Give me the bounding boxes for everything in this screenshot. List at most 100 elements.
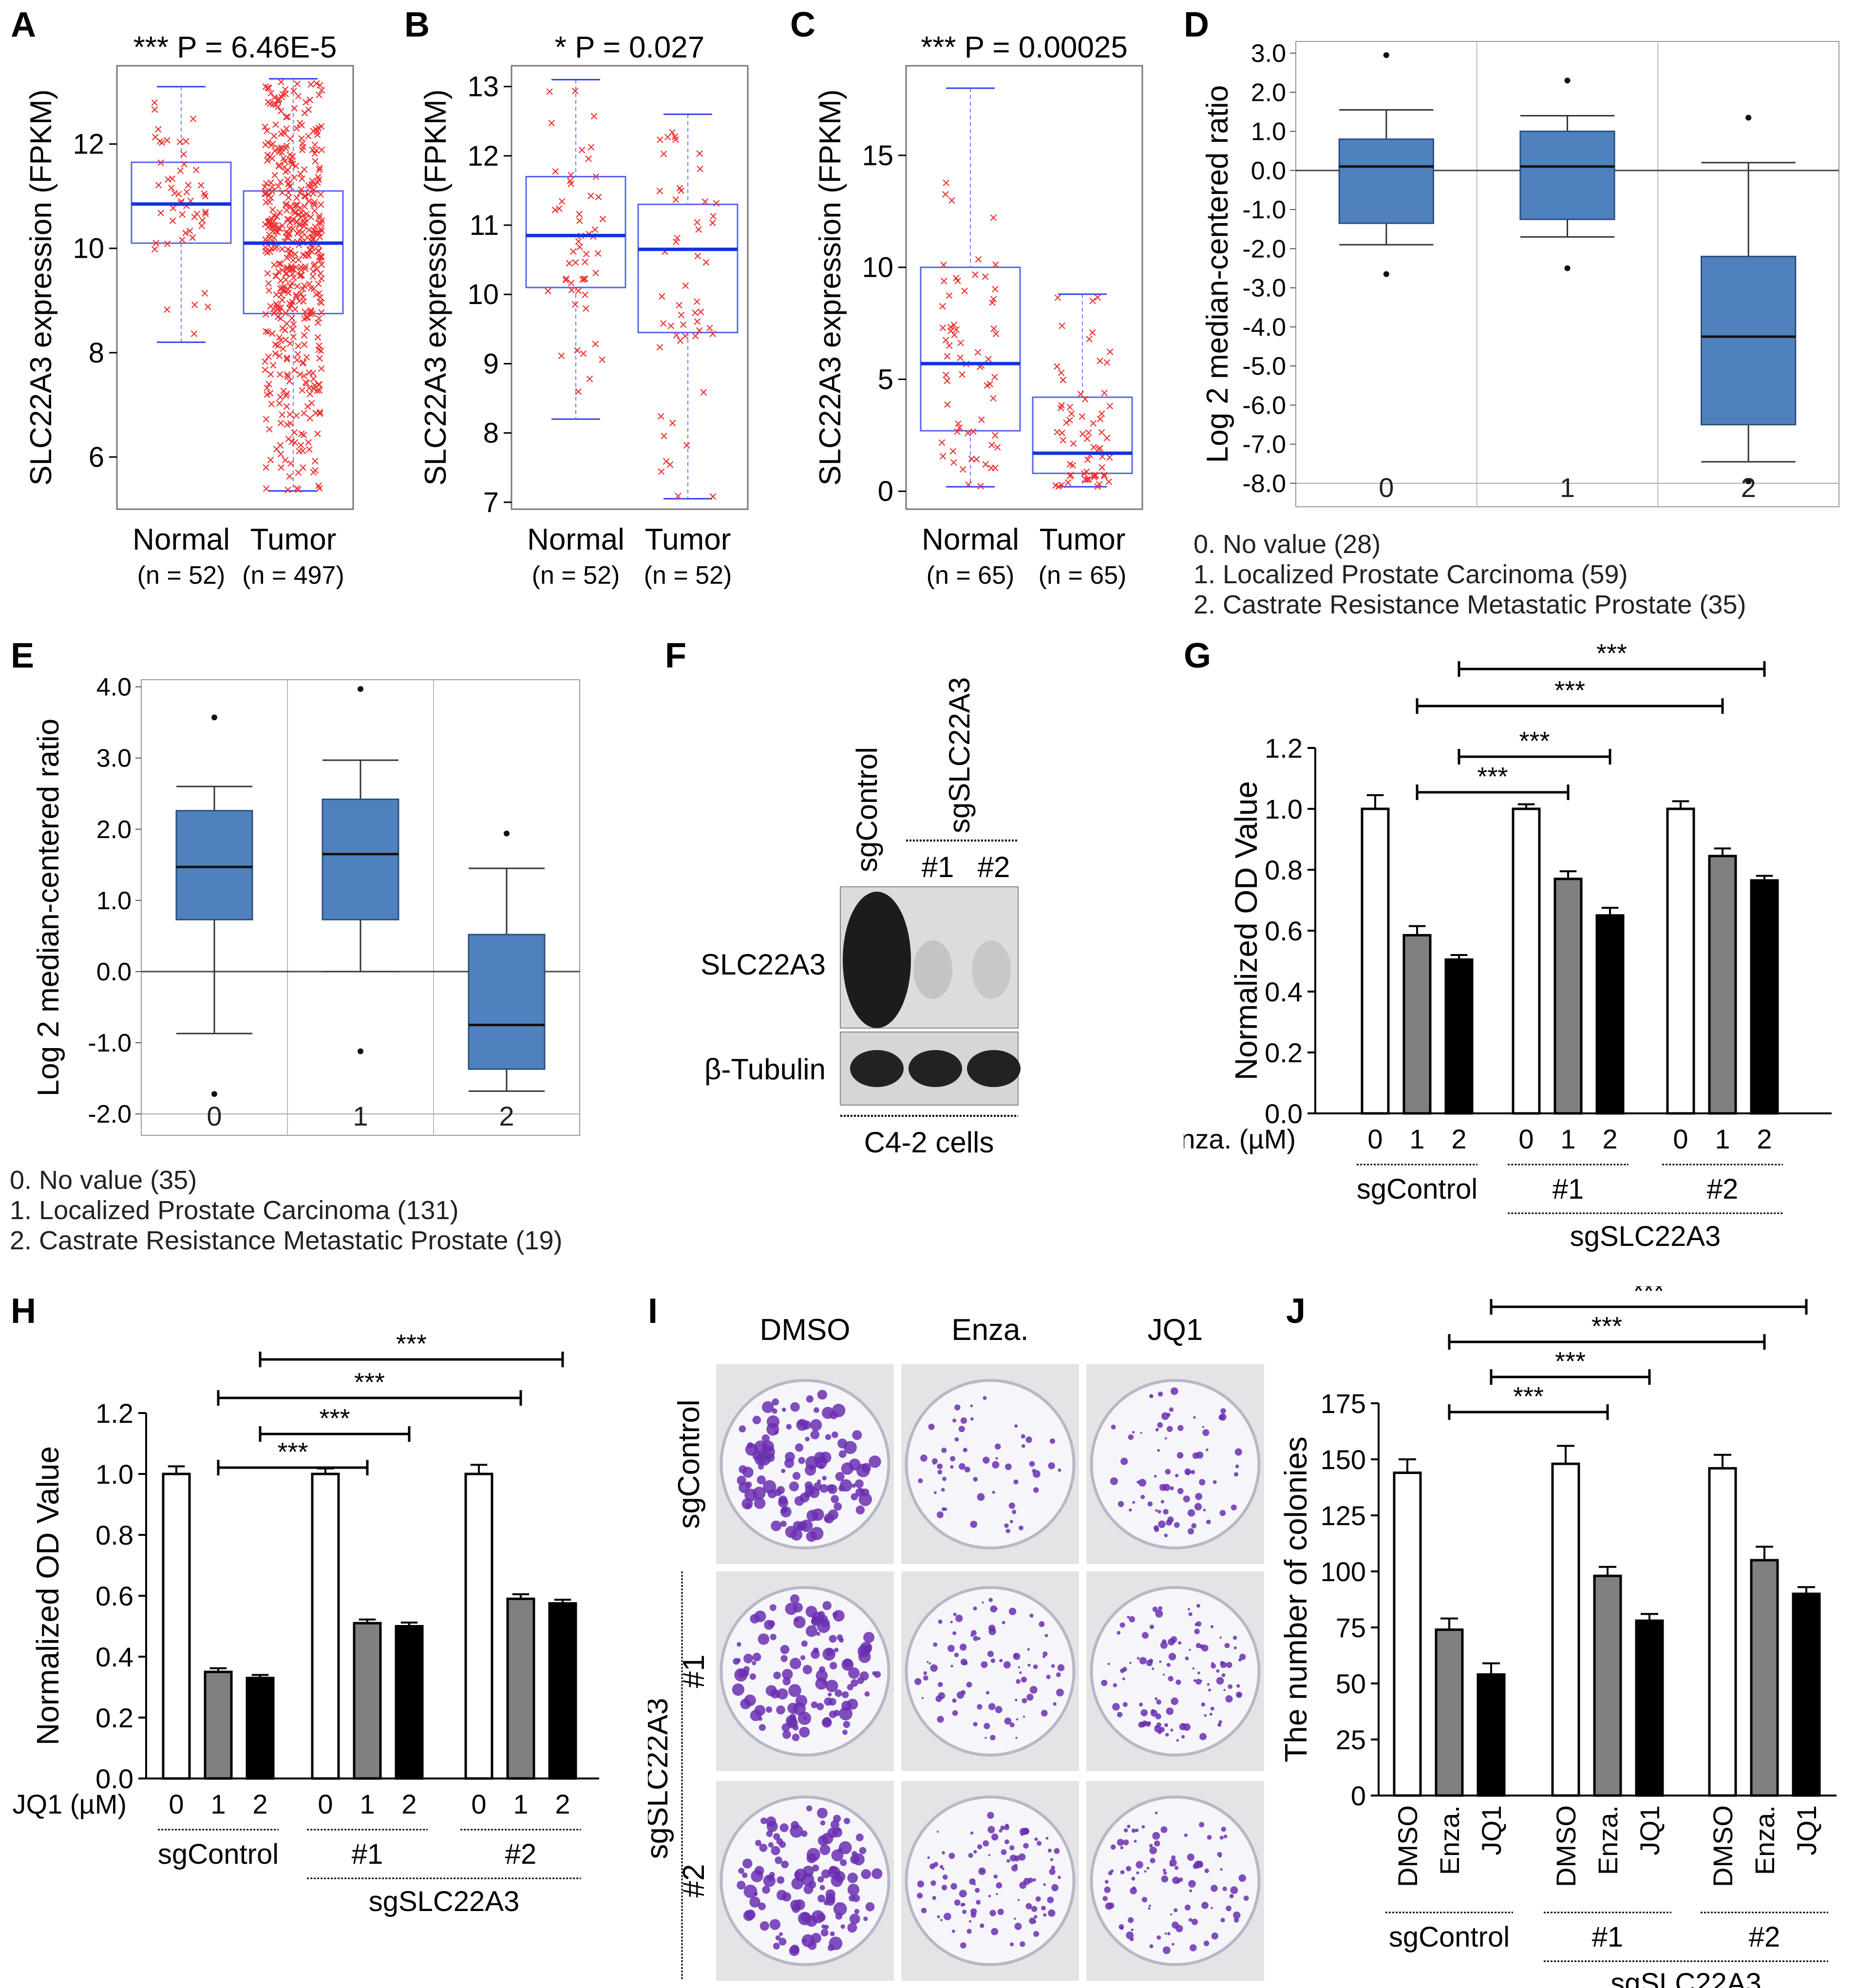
colony bbox=[1207, 1683, 1210, 1686]
colony bbox=[1140, 1432, 1142, 1434]
colony bbox=[828, 1692, 832, 1697]
colony bbox=[1149, 1846, 1157, 1854]
colony bbox=[855, 1488, 865, 1497]
data-point bbox=[293, 194, 300, 201]
colony bbox=[941, 1447, 947, 1453]
colony bbox=[1149, 1844, 1153, 1848]
colony bbox=[1004, 1717, 1012, 1725]
colony bbox=[1188, 1880, 1196, 1888]
data-point bbox=[696, 150, 703, 157]
colony bbox=[1152, 1606, 1158, 1612]
colony bbox=[780, 1508, 786, 1513]
data-point bbox=[956, 424, 963, 431]
colony bbox=[820, 1820, 826, 1826]
panel-label-g: G bbox=[1184, 636, 1212, 675]
colony bbox=[1042, 1651, 1048, 1657]
data-point bbox=[303, 354, 310, 361]
colony bbox=[966, 1929, 972, 1934]
colony bbox=[827, 1484, 834, 1492]
data-point bbox=[284, 373, 291, 380]
data-point bbox=[1090, 420, 1097, 427]
data-point bbox=[302, 263, 309, 270]
data-point bbox=[546, 88, 553, 95]
data-point bbox=[290, 87, 297, 95]
colony bbox=[773, 1833, 780, 1840]
bar bbox=[1792, 1592, 1821, 1797]
data-point bbox=[592, 341, 599, 347]
data-point bbox=[205, 303, 211, 310]
data-point bbox=[295, 486, 302, 493]
data-point bbox=[284, 264, 291, 271]
data-point bbox=[938, 439, 946, 446]
colony bbox=[1183, 1495, 1190, 1503]
data-point bbox=[1101, 389, 1108, 397]
data-point bbox=[1055, 483, 1062, 490]
colony bbox=[791, 1529, 803, 1541]
data-point bbox=[713, 200, 720, 207]
data-point bbox=[277, 451, 284, 458]
data-point bbox=[279, 325, 286, 332]
colony bbox=[1222, 1886, 1227, 1892]
colony bbox=[799, 1726, 810, 1738]
colony bbox=[806, 1848, 820, 1862]
plot-frame bbox=[1295, 41, 1839, 507]
colony bbox=[1039, 1621, 1045, 1627]
data-point bbox=[310, 375, 317, 382]
data-point bbox=[315, 124, 322, 132]
data-point bbox=[580, 350, 587, 357]
y-tick-label: -2.0 bbox=[1242, 235, 1286, 263]
data-point bbox=[316, 342, 322, 349]
colony bbox=[1033, 1931, 1040, 1937]
colony bbox=[1104, 1880, 1109, 1884]
treatment-label: JQ1 bbox=[1476, 1805, 1507, 1855]
colony bbox=[1009, 1845, 1015, 1851]
data-point bbox=[576, 217, 583, 224]
colony bbox=[1009, 1722, 1015, 1728]
colony bbox=[937, 1915, 940, 1918]
colony bbox=[815, 1669, 828, 1682]
colony bbox=[1197, 1671, 1200, 1675]
data-point bbox=[682, 332, 689, 340]
data-point bbox=[1066, 473, 1074, 479]
colony bbox=[1149, 1625, 1155, 1629]
data-point bbox=[168, 184, 175, 191]
colony bbox=[1236, 1684, 1240, 1688]
colony bbox=[1025, 1436, 1032, 1443]
colony bbox=[798, 1420, 805, 1427]
colony bbox=[1058, 1468, 1061, 1472]
data-point bbox=[288, 265, 295, 272]
row-label-1: #1 bbox=[677, 1655, 711, 1688]
significance-marker: *** bbox=[1519, 726, 1550, 756]
colony bbox=[988, 1894, 991, 1898]
panel-label-i: I bbox=[648, 1292, 658, 1331]
data-point bbox=[266, 153, 274, 160]
data-point bbox=[305, 369, 313, 376]
treatment-label: DMSO bbox=[1392, 1805, 1423, 1887]
colony bbox=[1021, 1444, 1025, 1448]
colony bbox=[950, 1621, 953, 1624]
data-point bbox=[311, 141, 319, 148]
colony bbox=[1155, 1725, 1157, 1729]
data-point bbox=[278, 145, 285, 152]
colony bbox=[933, 1491, 937, 1494]
culture-plate bbox=[905, 1586, 1076, 1757]
band-slc22a3-sgcontrol bbox=[843, 892, 911, 1028]
colony bbox=[1175, 1925, 1183, 1932]
colony bbox=[1164, 1723, 1169, 1727]
colony bbox=[792, 1904, 800, 1913]
bar bbox=[464, 1472, 493, 1780]
data-point bbox=[202, 192, 209, 200]
colony bbox=[822, 1475, 827, 1481]
data-point bbox=[310, 227, 318, 234]
colony bbox=[847, 1873, 858, 1883]
y-tick-label: 0.8 bbox=[1265, 855, 1303, 885]
data-point bbox=[265, 98, 272, 106]
band-label-slc22a3: SLC22A3 bbox=[701, 948, 826, 981]
colony bbox=[864, 1691, 870, 1697]
colony bbox=[987, 1826, 995, 1834]
plot-frame bbox=[116, 65, 354, 510]
group-label: sgControl bbox=[1389, 1921, 1510, 1953]
colony bbox=[1146, 1660, 1153, 1666]
data-point bbox=[279, 296, 286, 304]
